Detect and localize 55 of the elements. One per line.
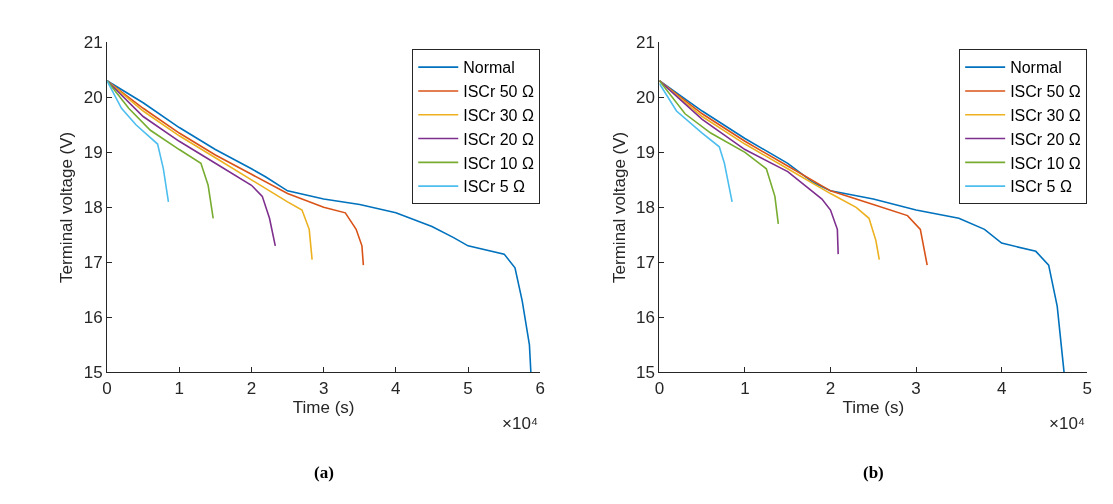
text: ×10⁴: [502, 414, 539, 433]
y-tick-label: 15: [83, 363, 103, 383]
legend-label: ISCr 5 Ω: [463, 178, 526, 196]
x-tick-label: 2: [246, 378, 257, 398]
y-tick-label: 20: [83, 88, 103, 108]
x-tick-label: 3: [911, 378, 921, 398]
legend-label: ISCr 50 Ω: [1010, 83, 1081, 101]
legend-label: ISCr 30 Ω: [463, 106, 534, 124]
y-tick-label: 21: [83, 33, 103, 53]
line-series: [659, 79, 881, 261]
line-series: [659, 79, 780, 225]
x-tick-label: 0: [654, 378, 665, 398]
legend-label: ISCr 10 Ω: [463, 154, 534, 172]
y-tick-label: 19: [636, 143, 655, 163]
x-tick-label: 6: [535, 378, 545, 398]
legend-label: ISCr 20 Ω: [463, 130, 534, 148]
y-tick-label: 17: [636, 253, 655, 273]
line-series: [659, 82, 733, 203]
legend-label: ISCr 30 Ω: [1010, 106, 1081, 124]
y-tick-label: 20: [636, 88, 655, 108]
x-axis-title: Time (s): [292, 398, 355, 418]
text: (b): [863, 463, 884, 482]
x-tick-label: 4: [996, 378, 1007, 398]
x-tick-label: 4: [391, 378, 401, 398]
y-tick-label: 18: [83, 198, 103, 218]
y-tick-label: 17: [83, 253, 103, 273]
y-axis-title: Terminal voltage (V): [57, 131, 77, 283]
legend-label: ISCr 10 Ω: [1010, 154, 1081, 172]
y-tick-label: 19: [83, 143, 103, 163]
line-series: [107, 79, 170, 203]
x-tick-label: 2: [825, 378, 836, 398]
legend-label: ISCr 5 Ω: [1010, 178, 1072, 196]
x-tick-label: 0: [102, 378, 112, 398]
legend-label: Normal: [463, 59, 515, 77]
text: ×10⁴: [1049, 414, 1086, 433]
legend-label: ISCr 50 Ω: [463, 83, 534, 101]
y-tick-label: 15: [636, 363, 655, 383]
x-tick-label: 1: [740, 378, 750, 398]
line-series: [107, 79, 214, 220]
line-series: [107, 79, 532, 373]
legend-label: ISCr 20 Ω: [1010, 130, 1081, 148]
y-tick-label: 16: [83, 308, 103, 328]
y-axis-title: Terminal voltage (V): [609, 131, 629, 283]
x-axis-title: Time (s): [842, 398, 905, 418]
legend-label: Normal: [1010, 59, 1062, 77]
x-tick-label: 1: [174, 378, 184, 398]
line-series: [107, 79, 277, 247]
x-tick-label: 5: [463, 378, 473, 398]
line-series: [107, 79, 365, 266]
y-tick-label: 16: [636, 308, 655, 328]
x-tick-label: 3: [318, 378, 329, 398]
x-tick-label: 5: [1082, 378, 1092, 398]
text: (a): [314, 463, 334, 482]
y-tick-label: 18: [636, 198, 655, 218]
y-tick-label: 21: [636, 33, 655, 53]
